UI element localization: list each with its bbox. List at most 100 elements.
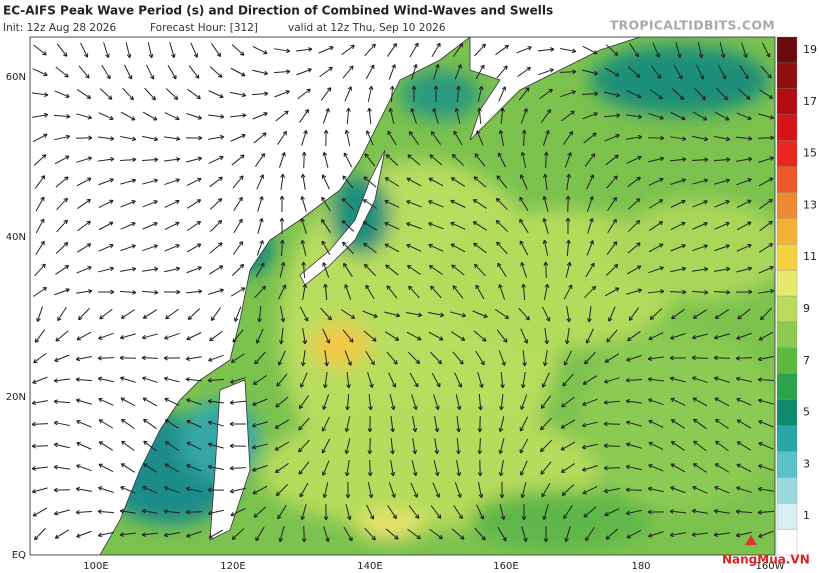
direction-arrow xyxy=(98,332,114,340)
direction-arrow xyxy=(647,289,665,294)
direction-arrow xyxy=(299,482,309,498)
direction-arrow xyxy=(301,129,308,146)
direction-arrow xyxy=(648,112,664,120)
direction-arrow xyxy=(561,484,575,496)
direction-arrow xyxy=(230,508,246,517)
direction-arrow xyxy=(98,221,114,231)
lat-label: 20N xyxy=(6,392,26,403)
direction-arrow xyxy=(385,528,399,540)
direction-arrow xyxy=(296,68,312,76)
direction-arrow xyxy=(341,197,355,210)
direction-arrow xyxy=(229,465,247,471)
direction-arrow xyxy=(323,503,329,521)
colorbar-step xyxy=(776,399,798,426)
direction-arrow xyxy=(669,376,686,383)
direction-arrow xyxy=(583,132,597,144)
direction-arrow xyxy=(562,373,574,387)
colorbar-label: 11 xyxy=(803,250,817,263)
direction-arrow xyxy=(163,157,181,162)
direction-arrow xyxy=(300,504,307,521)
direction-arrow xyxy=(453,42,464,57)
direction-arrow xyxy=(53,420,70,427)
direction-arrow xyxy=(36,306,43,322)
direction-arrow xyxy=(692,178,709,185)
direction-arrow xyxy=(565,195,571,213)
direction-arrow xyxy=(521,283,526,301)
direction-arrow xyxy=(33,527,46,541)
direction-arrow xyxy=(186,531,202,538)
direction-arrow xyxy=(647,356,664,361)
direction-arrow xyxy=(35,240,45,256)
direction-arrow xyxy=(542,504,549,521)
direction-arrow xyxy=(165,308,179,320)
direction-arrow xyxy=(164,486,180,494)
direction-arrow xyxy=(453,130,463,146)
colorbar-label: 3 xyxy=(803,457,810,470)
direction-arrow xyxy=(758,177,774,187)
direction-arrow xyxy=(257,305,262,323)
direction-arrow xyxy=(585,527,595,542)
direction-arrow xyxy=(125,42,132,59)
direction-arrow xyxy=(714,397,730,407)
direction-arrow xyxy=(566,239,571,257)
direction-arrow xyxy=(35,218,45,234)
direction-arrow xyxy=(406,331,422,341)
direction-arrow xyxy=(625,464,642,471)
direction-arrow xyxy=(520,262,527,278)
direction-arrow xyxy=(735,289,753,295)
direction-arrow xyxy=(342,65,354,79)
direction-arrow xyxy=(625,420,642,427)
direction-arrow xyxy=(207,114,225,119)
direction-arrow xyxy=(692,376,708,383)
direction-arrow xyxy=(543,525,549,543)
direction-arrow xyxy=(207,378,225,383)
direction-arrow xyxy=(186,266,202,274)
watermark-icon xyxy=(745,535,757,545)
direction-arrow xyxy=(450,243,466,253)
direction-arrow xyxy=(537,47,555,52)
direction-arrow xyxy=(341,220,355,232)
direction-arrow xyxy=(429,154,443,166)
direction-arrow xyxy=(253,132,267,144)
direction-arrow xyxy=(648,199,664,209)
direction-arrow xyxy=(274,419,290,429)
direction-arrow xyxy=(144,87,156,101)
direction-arrow xyxy=(670,199,686,208)
direction-arrow xyxy=(498,438,505,455)
direction-arrow xyxy=(33,154,47,166)
site-name: TROPICALTIDBITS.COM xyxy=(610,18,775,33)
colorbar-step xyxy=(776,528,798,556)
direction-arrow xyxy=(275,462,289,474)
direction-arrow xyxy=(737,88,751,100)
direction-arrow xyxy=(231,44,245,56)
direction-arrow xyxy=(757,135,775,141)
direction-arrow xyxy=(207,420,224,427)
direction-arrow xyxy=(454,372,463,388)
direction-arrow xyxy=(736,156,753,162)
direction-arrow xyxy=(561,396,575,408)
direction-arrow xyxy=(76,288,93,294)
direction-arrow xyxy=(607,306,616,322)
direction-arrow xyxy=(186,441,202,450)
direction-arrow xyxy=(169,42,176,59)
direction-arrow xyxy=(519,218,529,234)
direction-arrow xyxy=(584,351,596,365)
direction-arrow xyxy=(362,310,378,318)
direction-arrow xyxy=(255,526,265,542)
direction-arrow xyxy=(31,443,49,449)
direction-arrow xyxy=(210,307,222,321)
direction-arrow xyxy=(428,243,444,252)
direction-arrow xyxy=(301,525,307,543)
lat-label: EQ xyxy=(12,550,26,561)
direction-arrow xyxy=(322,151,329,168)
direction-arrow xyxy=(208,529,224,539)
direction-arrow xyxy=(714,486,730,494)
direction-arrow xyxy=(300,173,306,190)
direction-arrow xyxy=(627,242,641,254)
direction-arrow xyxy=(142,178,159,185)
direction-arrow xyxy=(669,157,687,162)
direction-arrow xyxy=(53,378,71,383)
colorbar: 19 17 15 13 11 9 7 5 3 1 xyxy=(776,36,817,556)
direction-arrow xyxy=(692,309,708,319)
direction-arrow xyxy=(713,532,730,537)
